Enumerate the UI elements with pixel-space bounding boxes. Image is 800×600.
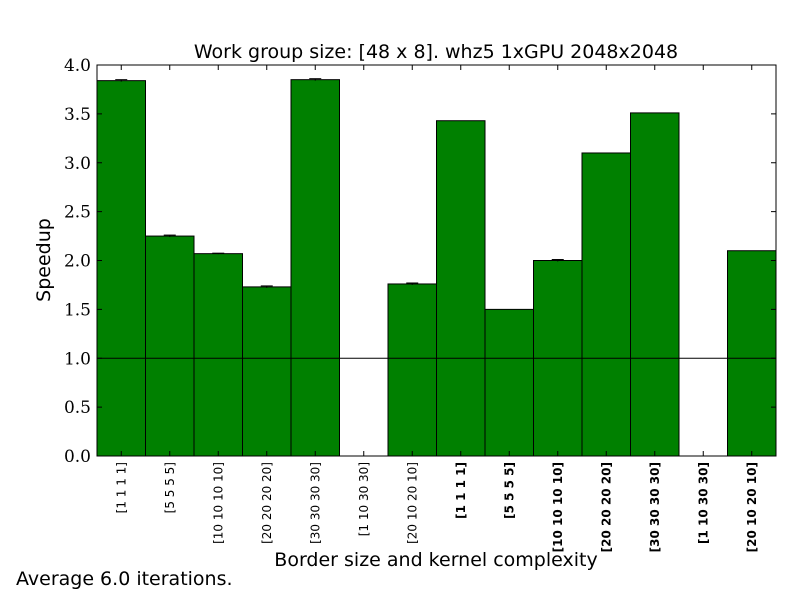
x-tick-label: [20 10 20 10] xyxy=(745,462,759,552)
bar xyxy=(290,79,340,457)
x-tick-label: [20 20 20 20] xyxy=(260,462,274,544)
bar xyxy=(193,253,243,457)
y-axis-ticks: 0.0 0.5 1.0 1.5 2.0 2.5 3.0 3.5 4.0 xyxy=(64,56,776,467)
x-tick-label: [1 10 30 30] xyxy=(357,462,371,536)
x-tick-label: [1 10 30 30] xyxy=(696,462,710,544)
x-tick-label: [10 10 10 10] xyxy=(551,462,565,552)
bar xyxy=(145,235,195,457)
y-tick-label: 0.5 xyxy=(64,398,91,418)
x-tick-label: [20 10 20 10] xyxy=(405,462,419,544)
y-tick-label: 2.5 xyxy=(64,203,91,223)
bar xyxy=(484,308,534,457)
plot-frame xyxy=(96,64,777,457)
chart-title: Work group size: [48 x 8]. whz5 1xGPU 20… xyxy=(194,41,678,63)
bar xyxy=(387,283,437,457)
x-axis-label: Border size and kernel complexity xyxy=(274,549,597,571)
y-tick-label: 1.0 xyxy=(64,349,91,369)
bar xyxy=(436,120,486,457)
x-tick-label: [5 5 5 5] xyxy=(163,462,177,513)
x-tick-label: [1 1 1 1] xyxy=(114,462,128,513)
x-tick-label: [30 30 30 30] xyxy=(308,462,322,544)
bar xyxy=(96,80,146,457)
y-tick-label: 4.0 xyxy=(64,56,91,76)
y-tick-label: 0.0 xyxy=(64,447,91,467)
footnote: Average 6.0 iterations. xyxy=(16,568,233,590)
x-tick-label: [1 1 1 1] xyxy=(454,462,468,519)
x-tick-label: [30 30 30 30] xyxy=(648,462,662,552)
bar xyxy=(581,152,631,457)
y-tick-label: 3.0 xyxy=(64,154,91,174)
bar xyxy=(727,250,777,457)
y-tick-label: 1.5 xyxy=(64,300,91,320)
x-axis-ticks: [1 1 1 1] [5 5 5 5] [10 10 10 10] [20 20 20… xyxy=(114,65,759,552)
y-tick-label: 2.0 xyxy=(64,252,91,272)
bars-group xyxy=(96,78,777,457)
y-axis-label: Speedup xyxy=(33,218,55,302)
bar xyxy=(630,112,680,457)
y-tick-label: 3.5 xyxy=(64,105,91,125)
bar xyxy=(242,286,292,457)
x-tick-label: [10 10 10 10] xyxy=(211,462,225,544)
x-tick-label: [5 5 5 5] xyxy=(502,462,516,519)
x-tick-label: [20 20 20 20] xyxy=(599,462,613,552)
